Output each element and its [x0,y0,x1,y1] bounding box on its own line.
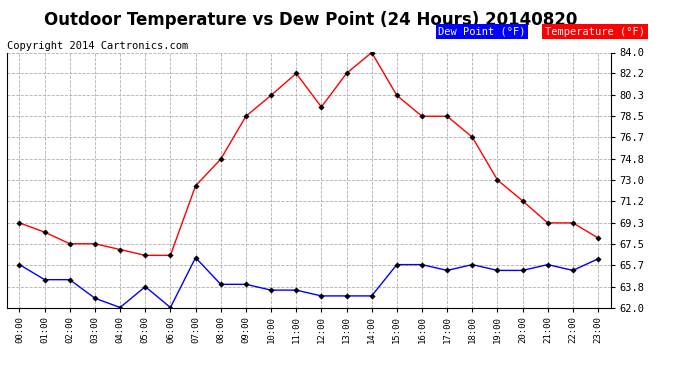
Text: Temperature (°F): Temperature (°F) [545,27,645,37]
Text: Copyright 2014 Cartronics.com: Copyright 2014 Cartronics.com [7,41,188,51]
Text: Dew Point (°F): Dew Point (°F) [438,27,526,37]
Text: Outdoor Temperature vs Dew Point (24 Hours) 20140820: Outdoor Temperature vs Dew Point (24 Hou… [43,11,578,29]
